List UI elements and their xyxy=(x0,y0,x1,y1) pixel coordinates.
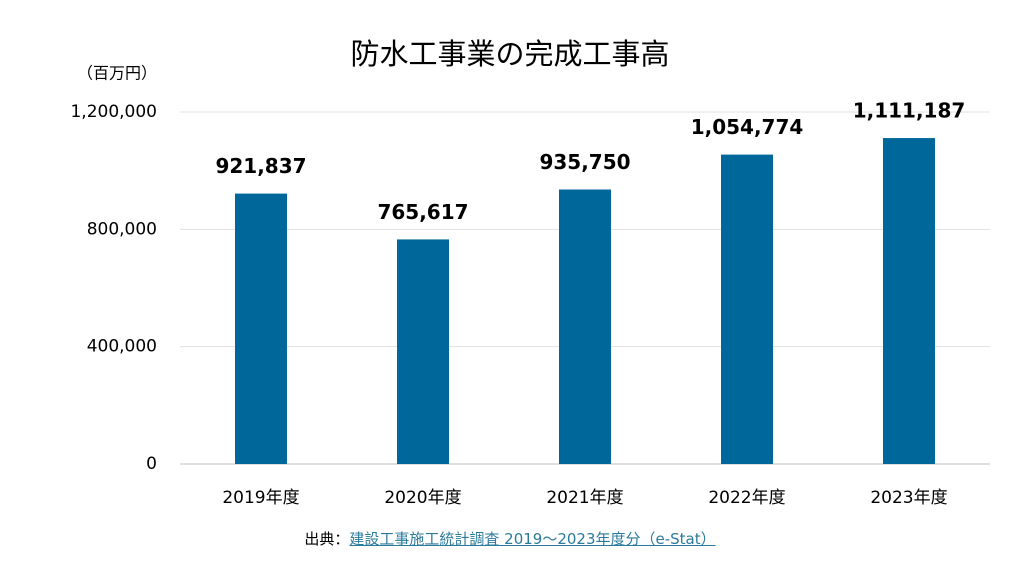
bar xyxy=(397,239,449,464)
x-tick-label: 2019年度 xyxy=(222,488,299,508)
bar xyxy=(559,189,611,464)
value-label: 921,837 xyxy=(215,154,306,178)
y-tick-label: 400,000 xyxy=(87,337,157,357)
bar xyxy=(721,154,773,465)
y-tick-label: 800,000 xyxy=(87,219,157,239)
x-tick-label: 2021年度 xyxy=(546,488,623,508)
bar xyxy=(235,193,287,464)
x-tick-label: 2020年度 xyxy=(384,488,461,508)
y-unit-label: （百万円） xyxy=(77,64,157,83)
value-label: 935,750 xyxy=(539,150,630,174)
chart: 防水工事業の完成工事高 （百万円） 0 400,000 800,000 1,200,0… xyxy=(70,37,990,508)
bar xyxy=(883,138,935,464)
value-label: 765,617 xyxy=(377,200,468,224)
x-tick-label: 2022年度 xyxy=(708,488,785,508)
chart-title: 防水工事業の完成工事高 xyxy=(350,37,669,71)
value-label: 1,111,187 xyxy=(853,99,966,123)
y-tick-label: 0 xyxy=(146,454,157,474)
y-tick-label: 1,200,000 xyxy=(70,102,157,122)
source-link[interactable]: 建設工事施工統計調査 2019～2023年度分（e-Stat） xyxy=(349,530,716,548)
x-tick-label: 2023年度 xyxy=(870,488,947,508)
value-label: 1,054,774 xyxy=(691,115,804,139)
source-prefix: 出典： xyxy=(304,530,350,548)
source: 出典：建設工事施工統計調査 2019～2023年度分（e-Stat） xyxy=(0,528,1020,549)
